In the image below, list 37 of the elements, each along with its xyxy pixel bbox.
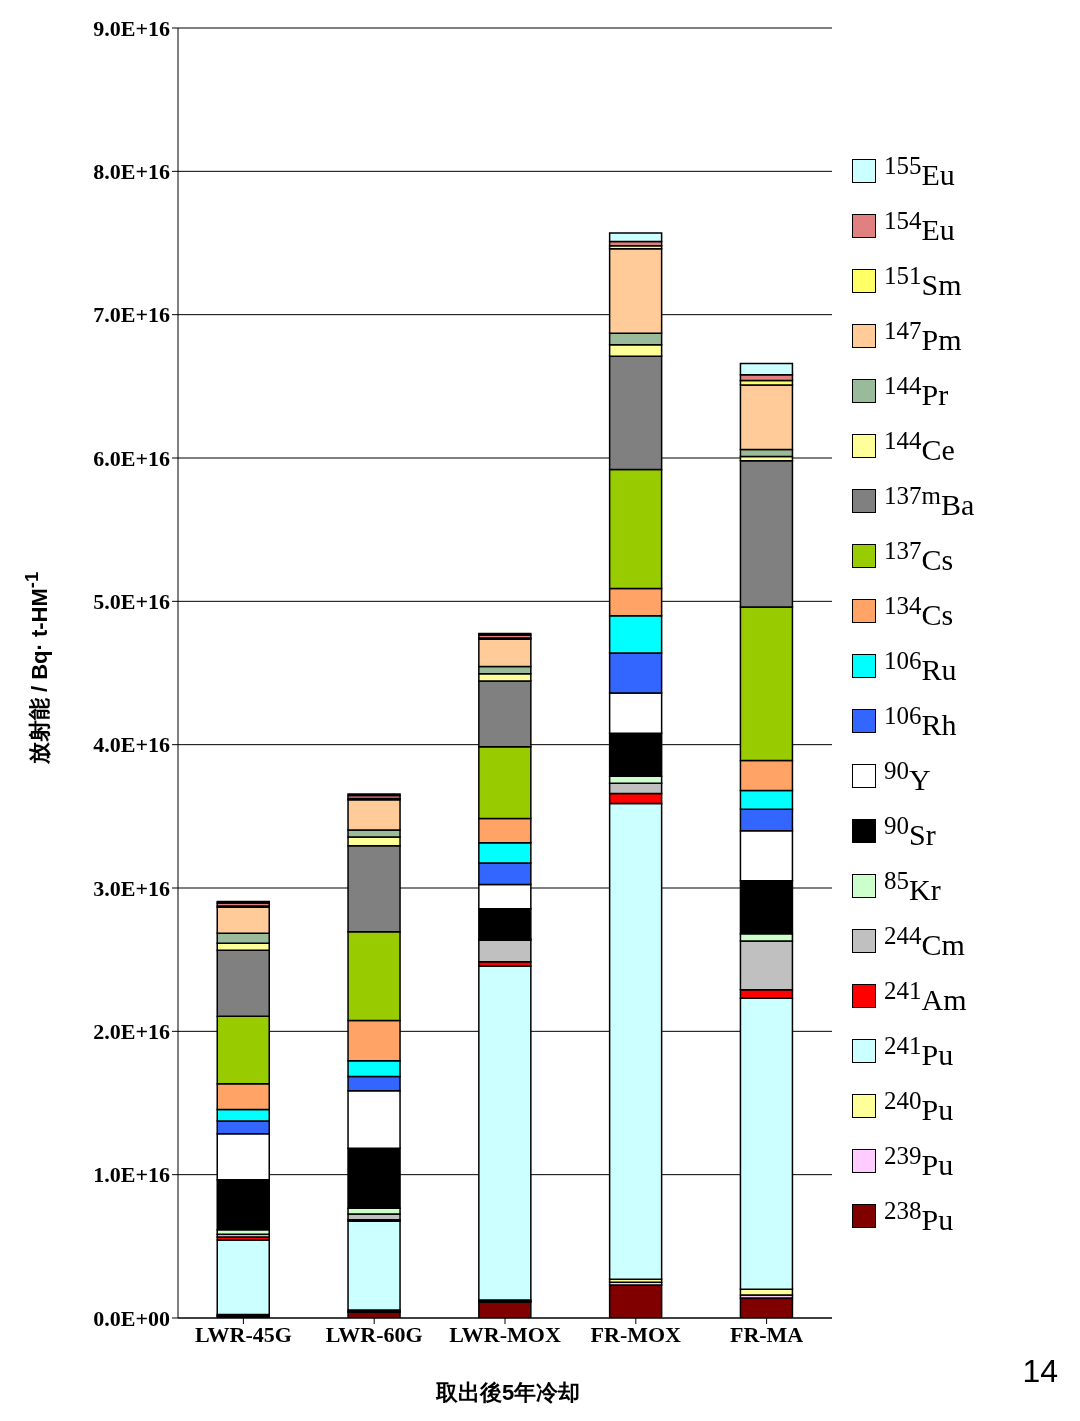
x-tick-label: LWR-MOX [449,1321,561,1347]
legend-label: $^{151}$Sm [884,261,962,303]
legend-label: $^{134}$Cs [884,591,954,633]
legend-label: $^{144}$Pr [884,371,949,413]
y-tick-label: 9.0E+16 [93,15,170,41]
legend-label: $^{90}$Y [884,756,931,798]
legend-label: $^{155}$Eu [884,151,955,193]
legend-label: $^{244}$Cm [884,921,965,963]
y-tick-label: 0.0E+00 [93,1305,170,1331]
text: 14 [1022,1353,1058,1390]
legend-label: $^{240}$Pu [884,1086,954,1128]
legend-label: $^{154}$Eu [884,206,955,248]
x-tick-label: FR-MA [729,1321,804,1347]
y-tick-label: 5.0E+16 [93,589,170,615]
legend-label: $^{90}$Sr [884,811,936,853]
legend-label: $^{137}$Cs [884,536,954,578]
legend-label: $^{106}$Rh [884,701,957,743]
legend-label: $^{241}$Pu [884,1031,954,1073]
legend-label: $^{241}$Am [884,976,967,1018]
legend-label: $^{85}$Kr [884,866,941,908]
y-tick-label: 2.0E+16 [93,1019,170,1045]
y-tick-label: 3.0E+16 [93,875,170,901]
y-tick-label: 1.0E+16 [93,1162,170,1188]
legend-label: $^{137m}$Ba [884,481,975,523]
legend-label: $^{147}$Pm [884,316,962,358]
legend-label: $^{239}$Pu [884,1141,954,1183]
legend-label: $^{106}$Ru [884,646,957,688]
y-tick-label: 8.0E+16 [93,159,170,185]
y-tick-label: 7.0E+16 [93,302,170,328]
x-axis-title: 取出後5年冷却 [434,1379,582,1407]
legend-label: $^{238}$Pu [884,1196,954,1238]
x-tick-label: FR-MOX [590,1321,682,1347]
x-tick-label: LWR-45G [194,1321,292,1347]
legend-label: $^{144}$Ce [884,426,955,468]
x-tick-label: LWR-60G [325,1321,423,1347]
y-tick-label: 6.0E+16 [93,445,170,471]
y-tick-label: 4.0E+16 [93,732,170,758]
